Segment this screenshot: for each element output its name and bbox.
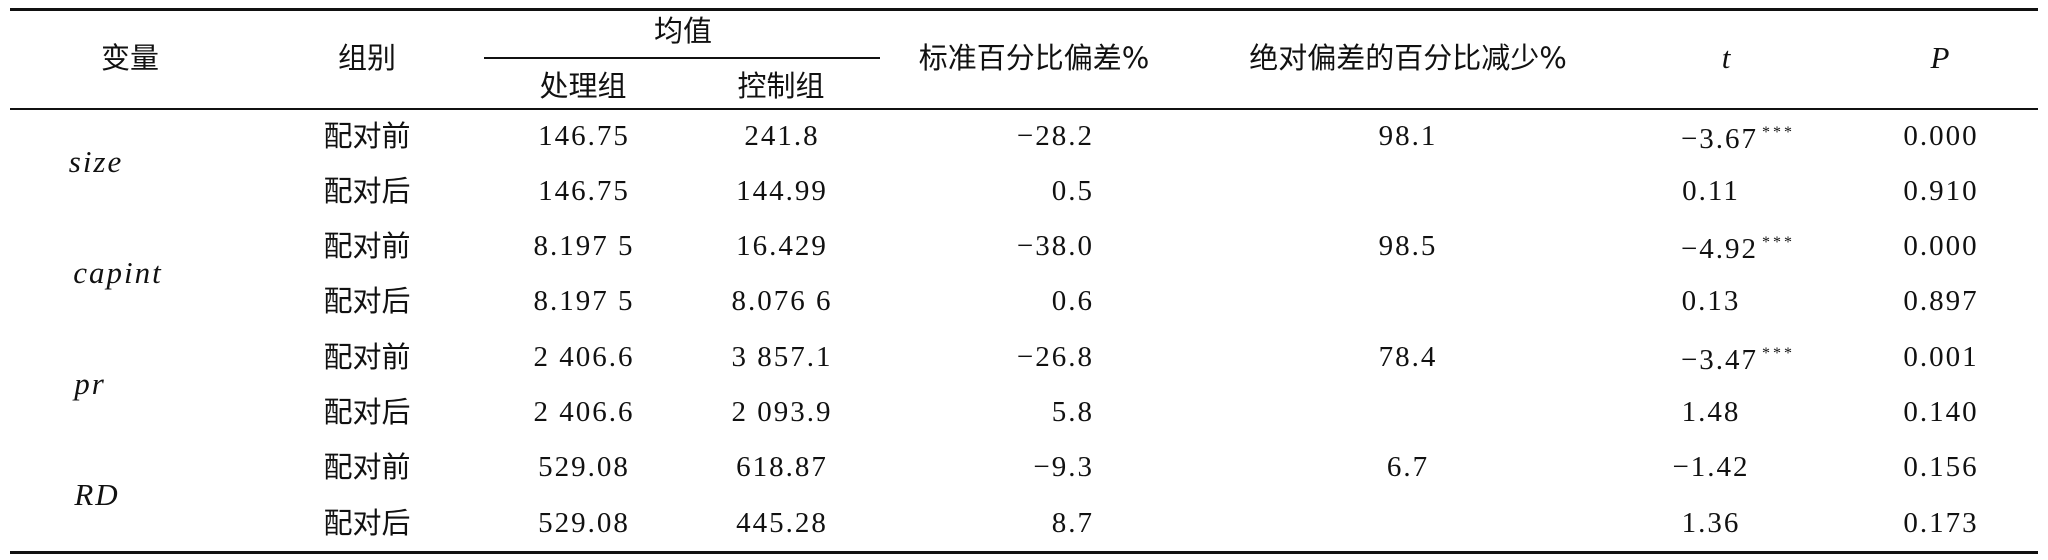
treated-mean: 2 406.6: [533, 396, 635, 428]
significance-stars: ***: [1762, 234, 1796, 251]
bottom-rule: [10, 551, 2038, 554]
treated-mean: 146.75: [538, 175, 630, 207]
header-treatment: 处理组: [539, 69, 627, 103]
group-label: 配对前: [323, 340, 411, 374]
header-t: t: [1721, 40, 1733, 75]
p-value: 0.897: [1903, 285, 1979, 317]
header-variable: 变量: [100, 41, 160, 75]
std-bias: 8.7: [1051, 507, 1094, 539]
control-mean: 16.429: [736, 230, 828, 262]
control-mean: 8.076 6: [731, 285, 833, 317]
p-value: 0.173: [1903, 507, 1979, 539]
mean-span-rule: [484, 57, 880, 59]
control-mean: 618.87: [736, 451, 828, 483]
group-label: 配对前: [323, 229, 411, 263]
group-label: 配对后: [323, 174, 411, 208]
significance-stars: ***: [1762, 345, 1796, 362]
treated-mean: 146.75: [538, 120, 630, 152]
significance-stars: ***: [1762, 124, 1796, 141]
t-value: −4.92: [1680, 233, 1759, 265]
bias-reduction: 6.7: [1386, 451, 1430, 483]
header-std-bias: 标准百分比偏差%: [918, 41, 1150, 75]
t-value: 0.11: [1682, 175, 1740, 207]
variable-capint: capint: [73, 255, 163, 290]
std-bias: −28.2: [1016, 120, 1094, 152]
treated-mean: 2 406.6: [533, 341, 635, 373]
p-value: 0.910: [1903, 175, 1979, 207]
bias-reduction: 78.4: [1378, 341, 1438, 373]
t-stat: −4.92 ***: [1681, 225, 1795, 267]
t-value: 1.36: [1681, 507, 1741, 539]
group-label: 配对前: [323, 450, 411, 484]
std-bias: −9.3: [1033, 451, 1094, 483]
bias-reduction: 98.1: [1378, 120, 1438, 152]
treated-mean: 8.197 5: [533, 230, 635, 262]
control-mean: 144.99: [736, 175, 828, 207]
header-p: P: [1930, 40, 1952, 75]
std-bias: −38.0: [1016, 230, 1094, 262]
bias-reduction: 98.5: [1378, 230, 1438, 262]
group-label: 配对前: [323, 119, 411, 153]
variable-pr: pr: [74, 366, 106, 401]
std-bias: 5.8: [1051, 396, 1094, 428]
treated-mean: 529.08: [538, 451, 630, 483]
t-value: 1.48: [1681, 396, 1741, 428]
group-label: 配对后: [323, 395, 411, 429]
t-value: −3.67: [1680, 123, 1759, 155]
header-control: 控制组: [737, 69, 825, 103]
variable-rd: RD: [74, 477, 120, 512]
treated-mean: 8.197 5: [533, 285, 635, 317]
t-value: −3.47: [1680, 344, 1759, 376]
treated-mean: 529.08: [538, 507, 630, 539]
p-value: 0.156: [1903, 451, 1979, 483]
t-stat: −3.67 ***: [1681, 115, 1795, 157]
p-value: 0.001: [1903, 341, 1979, 373]
header-mean: 均值: [653, 14, 713, 48]
group-label: 配对后: [323, 506, 411, 540]
control-mean: 241.8: [744, 120, 820, 152]
top-rule: [10, 8, 2038, 11]
p-value: 0.000: [1903, 120, 1979, 152]
control-mean: 3 857.1: [731, 341, 833, 373]
header-rule: [10, 108, 2038, 110]
p-value: 0.140: [1903, 396, 1979, 428]
control-mean: 2 093.9: [731, 396, 833, 428]
t-stat: −3.47 ***: [1681, 336, 1795, 378]
std-bias: 0.5: [1051, 175, 1094, 207]
variable-size: size: [68, 144, 124, 179]
std-bias: 0.6: [1051, 285, 1094, 317]
control-mean: 445.28: [736, 507, 828, 539]
std-bias: −26.8: [1016, 341, 1094, 373]
t-value: 0.13: [1681, 285, 1741, 317]
t-value: −1.42: [1672, 451, 1750, 483]
group-label: 配对后: [323, 284, 411, 318]
header-bias-reduction: 绝对偏差的百分比减少%: [1249, 41, 1567, 75]
p-value: 0.000: [1903, 230, 1979, 262]
header-group: 组别: [337, 41, 397, 75]
